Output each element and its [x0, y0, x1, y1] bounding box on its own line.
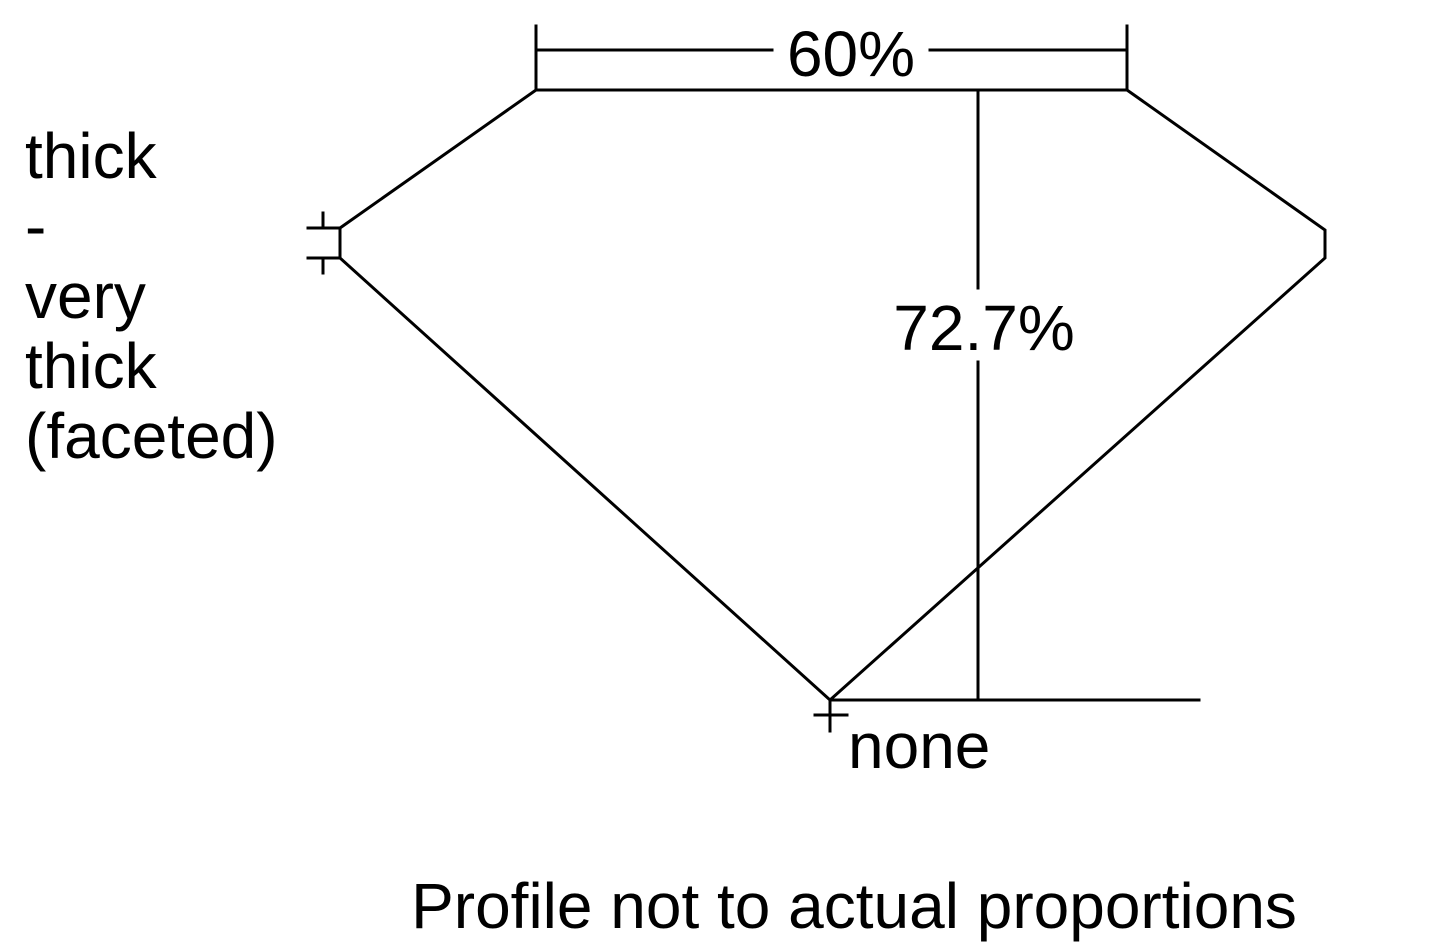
girdle-label-line: very — [25, 260, 146, 332]
girdle-label-line: thick — [25, 330, 158, 402]
culet-label: none — [848, 710, 990, 782]
caption: Profile not to actual proportions — [411, 870, 1297, 942]
girdle-label: thick - very thick (faceted) — [25, 120, 278, 472]
girdle-label-line: - — [25, 190, 46, 262]
diamond-outline — [337, 88, 1327, 703]
depth-percentage-label: 72.7% — [893, 292, 1074, 364]
girdle-label-line: thick — [25, 120, 158, 192]
table-percentage-label: 60% — [787, 18, 915, 90]
girdle-label-line: (faceted) — [25, 400, 278, 472]
